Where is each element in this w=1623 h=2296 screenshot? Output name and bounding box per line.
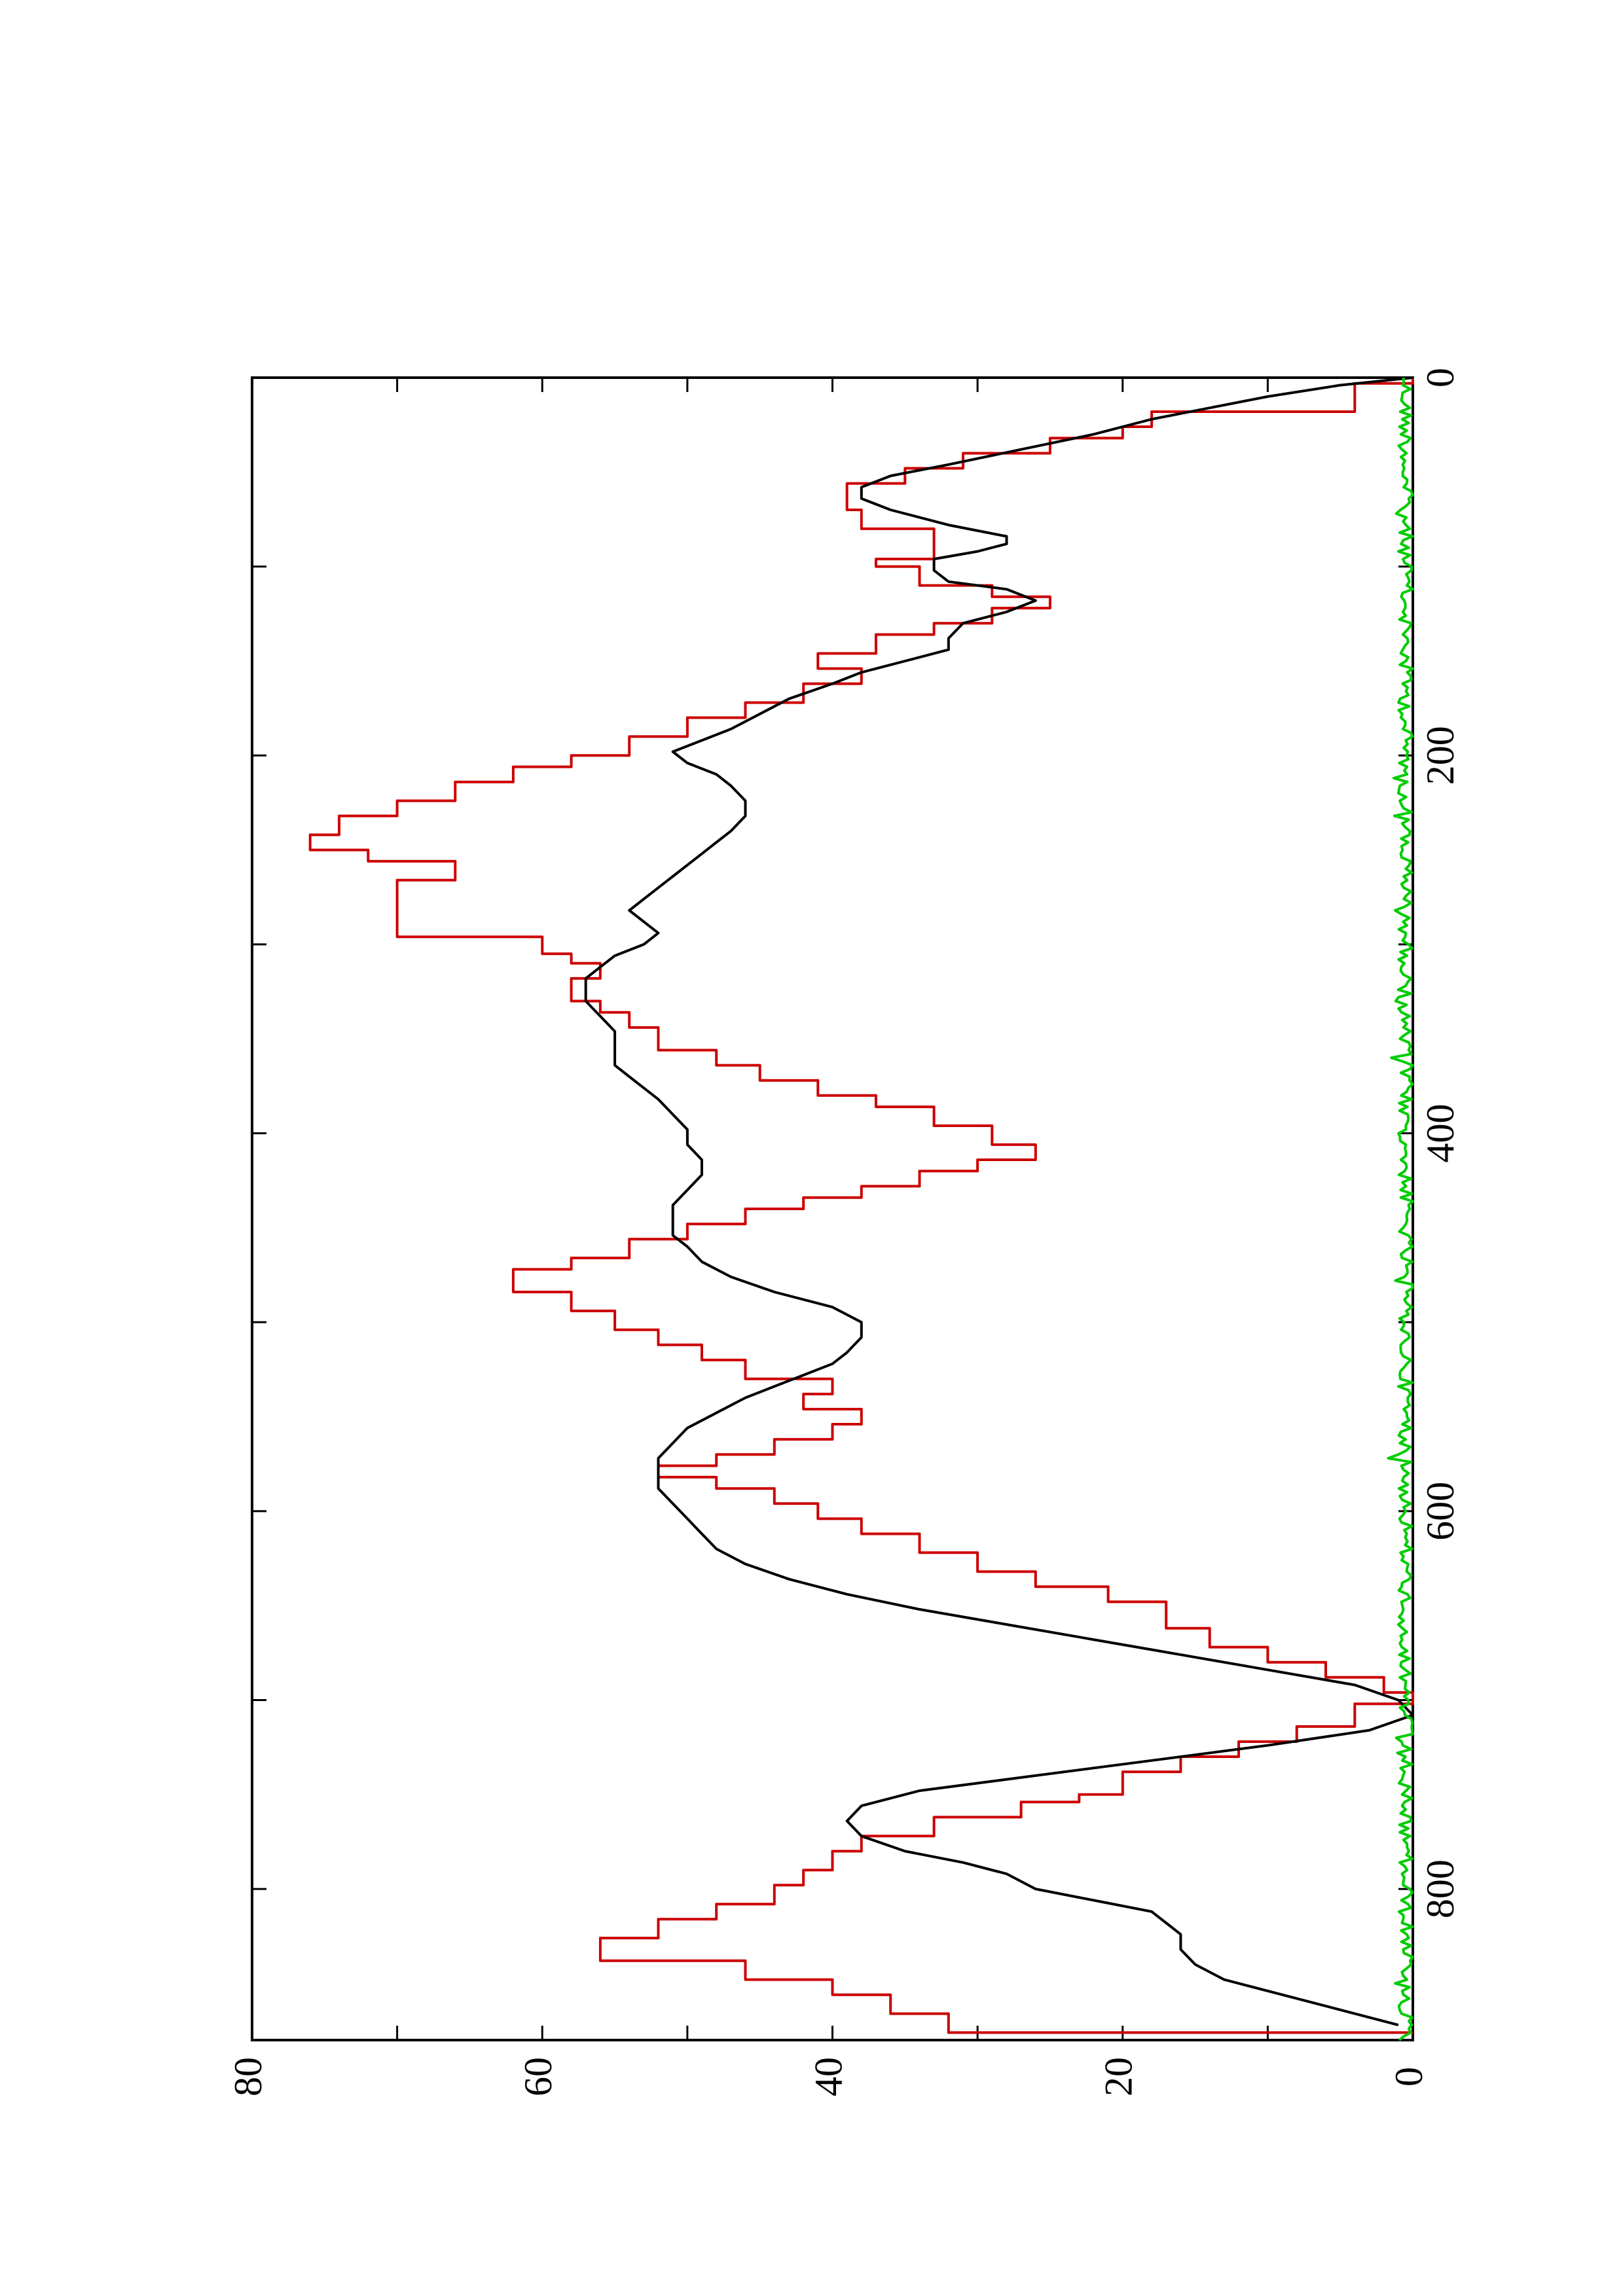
y-tick-label: 40 bbox=[807, 2057, 850, 2096]
y-tick-label: 0 bbox=[1387, 2067, 1431, 2087]
series-line-1 bbox=[308, 378, 1414, 2034]
x-tick-label: 400 bbox=[1419, 1104, 1462, 1163]
y-tick-label: 20 bbox=[1097, 2057, 1140, 2096]
y-tick-label: 60 bbox=[517, 2057, 560, 2096]
series-line-3 bbox=[1387, 377, 1414, 2041]
series-line-2 bbox=[584, 376, 1414, 2026]
x-tick-label: 600 bbox=[1419, 1482, 1462, 1541]
x-tick-label: 200 bbox=[1419, 726, 1462, 785]
labels-layer: 0 200 400 600 800 0 20 40 60 80 bbox=[227, 368, 1462, 2096]
ticks-layer bbox=[251, 376, 1414, 2040]
series-layer bbox=[308, 376, 1414, 2041]
x-tick-label: 0 bbox=[1419, 368, 1462, 387]
plot-frame bbox=[251, 376, 1414, 2041]
x-tick-label: 800 bbox=[1419, 1859, 1462, 1918]
y-tick-label: 80 bbox=[227, 2057, 270, 2096]
